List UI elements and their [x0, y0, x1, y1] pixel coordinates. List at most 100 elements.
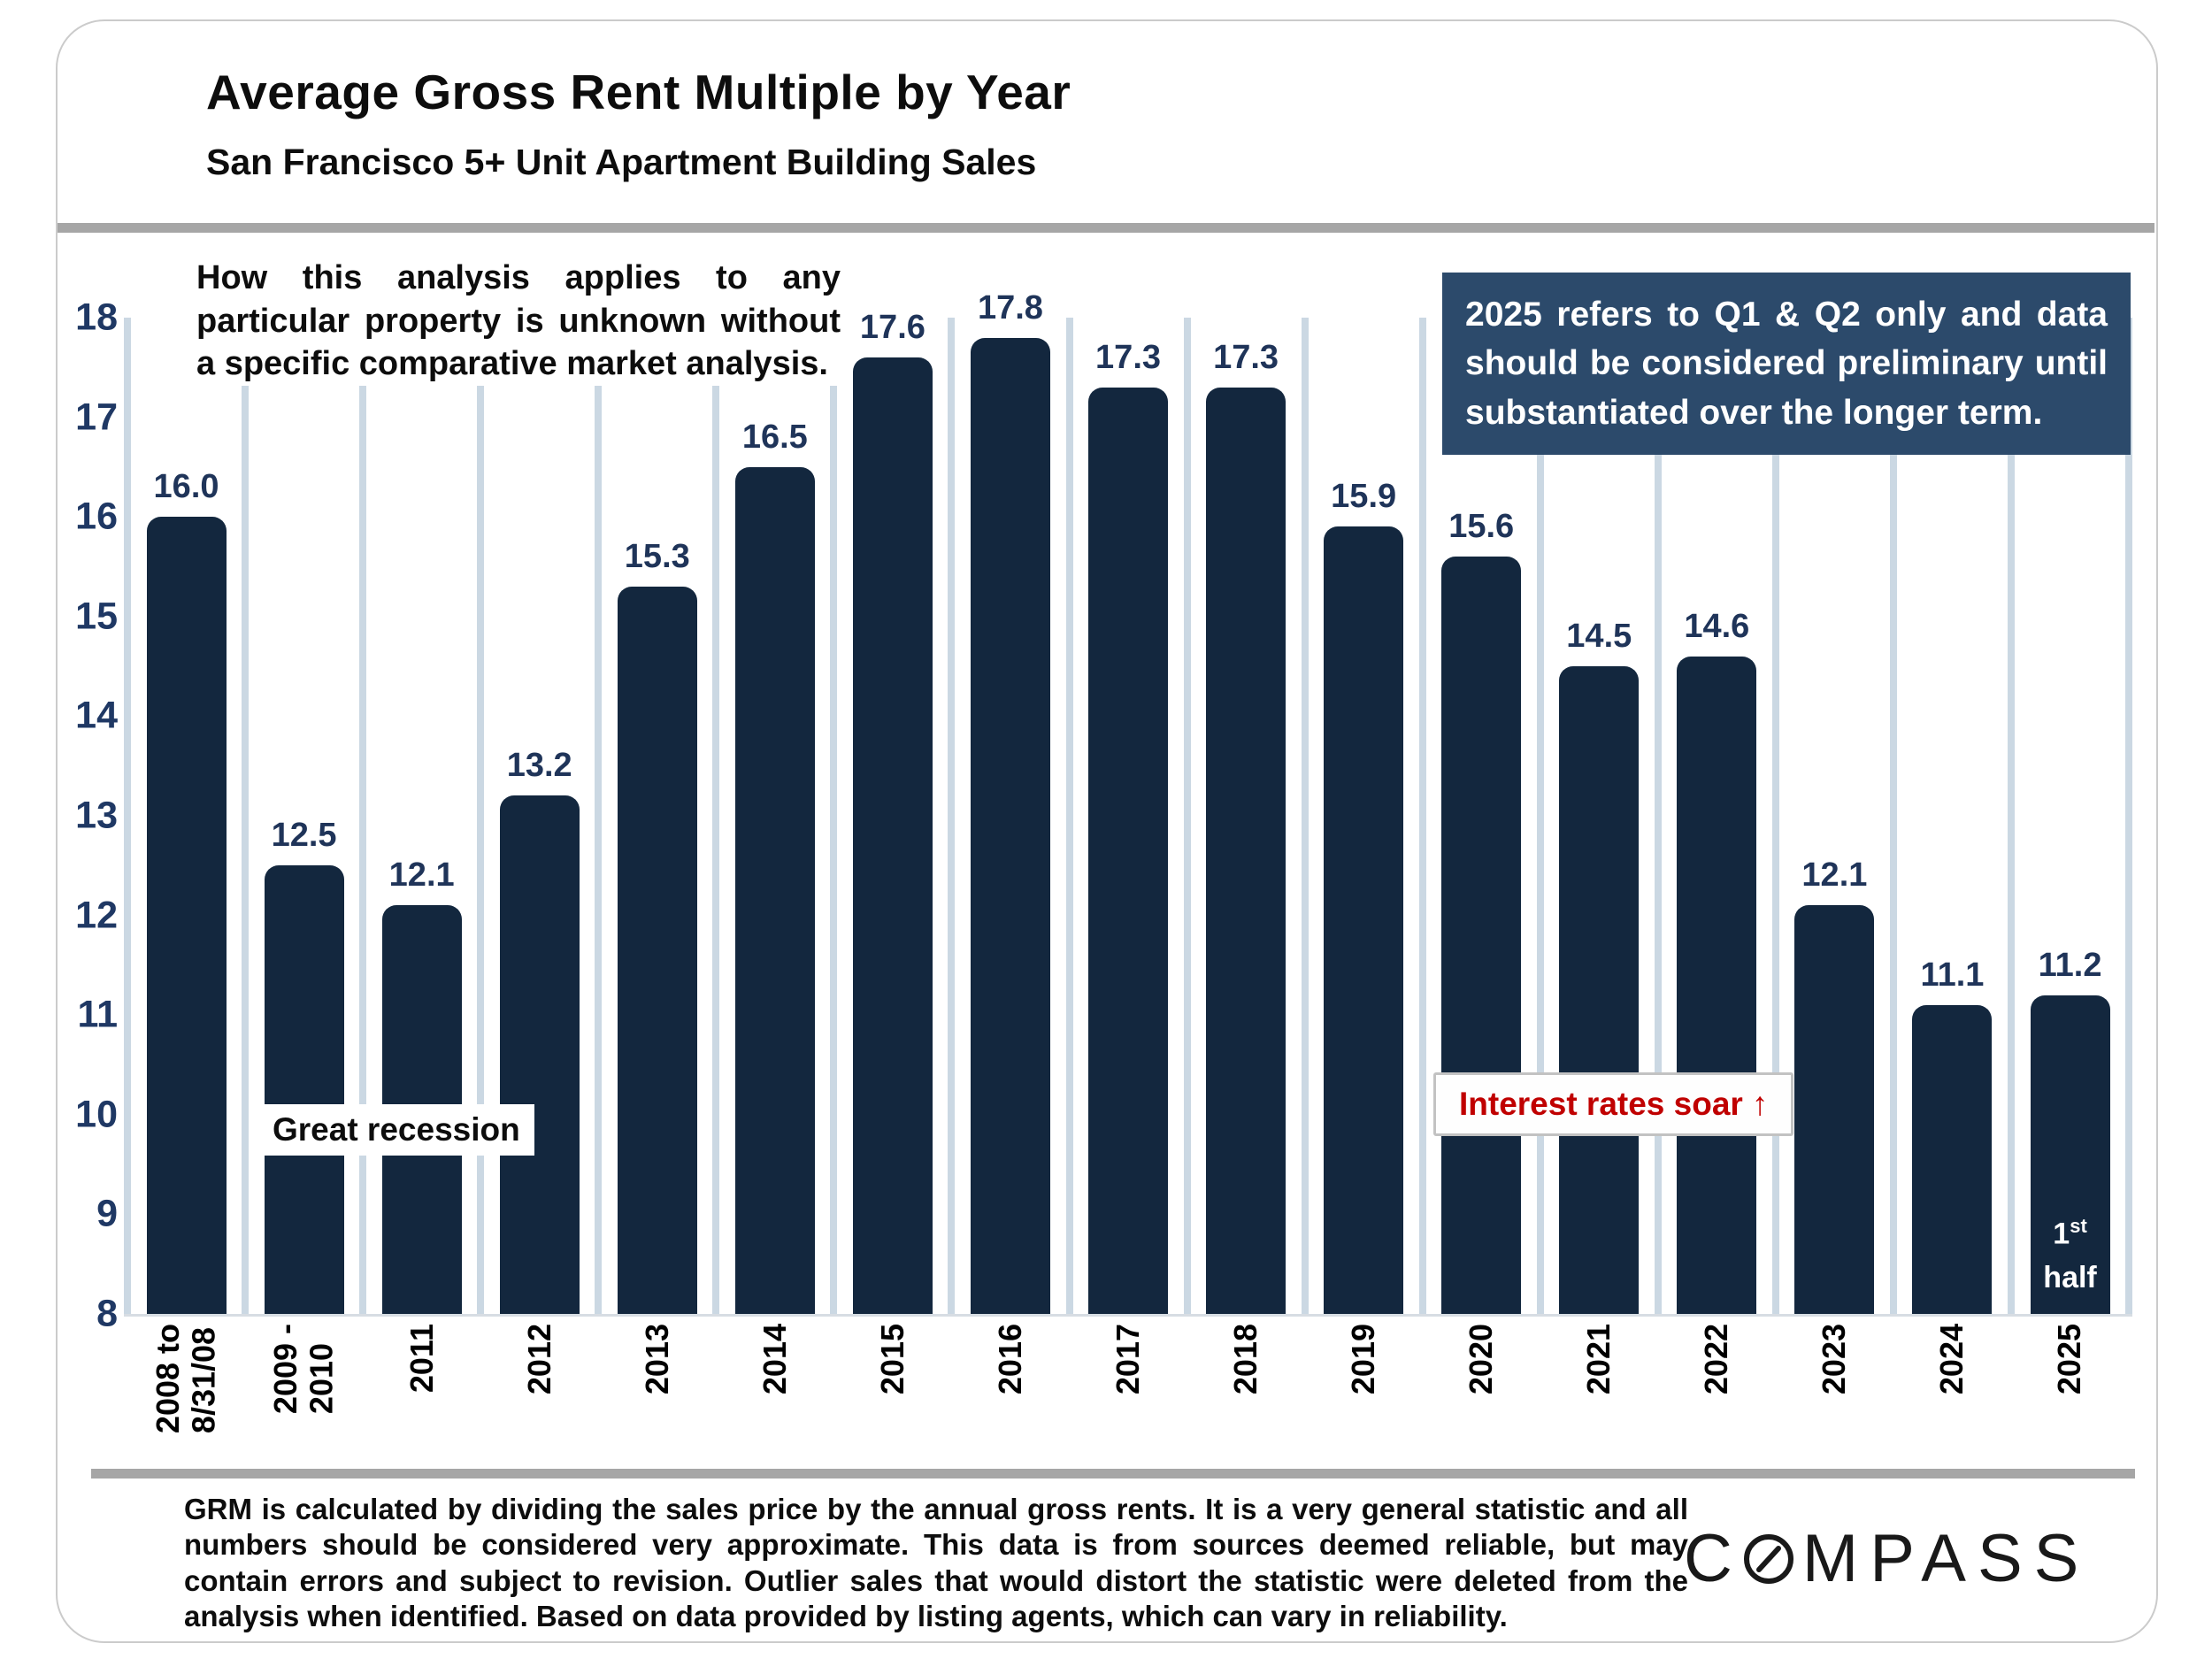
x-axis-label: 2013	[638, 1324, 675, 1395]
bar-cell: 15.9	[1301, 318, 1419, 1314]
text-line: GRM is calculated by dividing the sales …	[184, 1493, 1688, 1525]
bar	[617, 587, 697, 1314]
bottom-divider	[91, 1469, 2135, 1479]
compass-o-icon	[1743, 1533, 1793, 1584]
x-axis-label: 2022	[1698, 1324, 1735, 1395]
bar-value-label: 16.5	[741, 418, 808, 456]
bar	[146, 517, 227, 1314]
bar-cell: 12.1	[359, 318, 477, 1314]
x-axis: 2008 to 8/31/08 2009 - 2010 2011 2012 2013 20…	[124, 1324, 2132, 1465]
bar	[1088, 387, 1169, 1314]
bar-value-label: 11.2	[2038, 946, 2102, 984]
bar-cell: 16.5	[712, 318, 830, 1314]
bar	[1559, 666, 1640, 1314]
bar-cell: 12.1	[1771, 318, 1890, 1314]
bar-value-label: 12.1	[388, 856, 455, 895]
x-axis-cell: 2018	[1184, 1324, 1302, 1465]
x-axis-label: 2015	[873, 1324, 910, 1395]
x-axis-cell: 2024	[1890, 1324, 2008, 1465]
y-axis-tick-label: 10	[75, 1093, 118, 1136]
x-axis-label: 2008 to 8/31/08	[150, 1324, 222, 1434]
text-line: substantiated over the longer term.	[1465, 393, 2043, 432]
x-axis-cell: 2025	[2008, 1324, 2132, 1465]
x-axis-cell: 2020	[1419, 1324, 1537, 1465]
x-axis-cell: 2011	[359, 1324, 477, 1465]
interest-rates-text: Interest rates soar	[1459, 1086, 1743, 1122]
y-axis-tick-label: 16	[75, 495, 118, 538]
bar	[1324, 526, 1404, 1314]
bar-value-label: 15.9	[1331, 478, 1397, 516]
bar-cell: 14.5	[1536, 318, 1655, 1314]
bar-cell: 17.6	[830, 309, 948, 1314]
text-line: contain errors and subject to revision. …	[184, 1563, 1688, 1597]
x-axis-cell: 2012	[477, 1324, 595, 1465]
bar-cell: 13.2	[477, 318, 595, 1314]
bar	[1912, 1004, 1993, 1314]
bar	[264, 865, 344, 1314]
bar	[1794, 905, 1875, 1314]
y-axis-tick-label: 11	[77, 993, 118, 1036]
bar-value-label: 12.5	[271, 817, 337, 855]
text-line: 2025 refers to Q1 & Q2 only and data	[1465, 296, 2108, 334]
bar-value-label: 17.6	[859, 309, 926, 347]
bar-cell: 15.3	[595, 318, 712, 1314]
x-axis-cell: 2008 to 8/31/08	[124, 1324, 242, 1465]
text-line: How this analysis applies to any	[196, 259, 841, 296]
x-axis-label: 2014	[756, 1324, 793, 1395]
bar	[734, 466, 815, 1314]
top-divider	[58, 223, 2154, 233]
y-axis-tick-label: 12	[75, 894, 118, 937]
y-axis-tick-label: 8	[96, 1292, 118, 1335]
y-axis-tick-label: 9	[96, 1192, 118, 1235]
x-axis-label: 2021	[1580, 1324, 1617, 1395]
x-axis-cell: 2023	[1772, 1324, 1890, 1465]
first-half-label: 1st half	[2043, 1215, 2097, 1294]
footer-disclaimer: GRM is calculated by dividing the sales …	[184, 1492, 1688, 1634]
bar-cell: 17.8	[948, 289, 1065, 1314]
bar-cell: 17.3	[1065, 318, 1184, 1314]
x-axis-label: 2025	[2051, 1324, 2088, 1395]
bar	[970, 337, 1050, 1314]
bar-value-label: 16.0	[153, 468, 219, 506]
bar-value-label: 14.5	[1566, 618, 1632, 656]
bar	[499, 795, 580, 1314]
bar-cell: 14.6	[1654, 318, 1772, 1314]
bar-value-label: 17.3	[1213, 338, 1279, 376]
compass-logo: C MPASS	[1684, 1520, 2090, 1597]
up-arrow-icon: ↑	[1751, 1086, 1769, 1122]
bar-value-label: 11.1	[1920, 956, 1985, 994]
y-axis-tick-label: 14	[75, 694, 118, 737]
bar-cell: 11.2 1st half	[2008, 318, 2133, 1314]
x-axis-label: 2024	[1933, 1324, 1970, 1395]
text-line: particular property is unknown without	[196, 302, 841, 340]
x-axis-label: 2011	[403, 1324, 440, 1394]
y-axis-tick-label: 15	[75, 595, 118, 638]
x-axis-cell: 2009 - 2010	[242, 1324, 359, 1465]
bar	[1441, 557, 1522, 1314]
x-axis-cell: 2019	[1302, 1324, 1419, 1465]
text-line: should be considered preliminary until	[1465, 344, 2108, 383]
x-axis-label: 2019	[1345, 1324, 1381, 1395]
text-line: a specific comparative market analysis.	[196, 345, 828, 383]
x-axis-cell: 2014	[712, 1324, 830, 1465]
bar-cell: 15.6	[1418, 318, 1537, 1314]
bar-value-label: 17.3	[1095, 338, 1162, 376]
bar-cell: 12.5	[242, 318, 359, 1314]
x-axis-label: 2023	[1816, 1324, 1853, 1395]
x-axis-label: 2017	[1109, 1324, 1146, 1395]
x-axis-label: 2009 - 2010	[267, 1324, 340, 1415]
bar-cell: 11.1	[1889, 318, 2008, 1314]
y-axis-tick-label: 13	[75, 794, 118, 837]
page-subtitle: San Francisco 5+ Unit Apartment Building…	[206, 142, 1037, 182]
logo-letter-c: C	[1684, 1521, 1744, 1596]
bar-cell: 16.0	[124, 318, 242, 1314]
x-axis-label: 2016	[991, 1324, 1028, 1395]
x-axis-cell: 2021	[1537, 1324, 1655, 1465]
bar: 1st half	[2030, 995, 2110, 1314]
x-axis-label: 2018	[1226, 1324, 1263, 1395]
text-line: analysis when identified. Based on data …	[184, 1599, 1508, 1632]
text-line: numbers should be considered very approx…	[184, 1528, 1688, 1562]
bar	[852, 357, 933, 1314]
x-axis-cell: 2017	[1066, 1324, 1184, 1465]
bar-value-label: 13.2	[506, 747, 572, 785]
